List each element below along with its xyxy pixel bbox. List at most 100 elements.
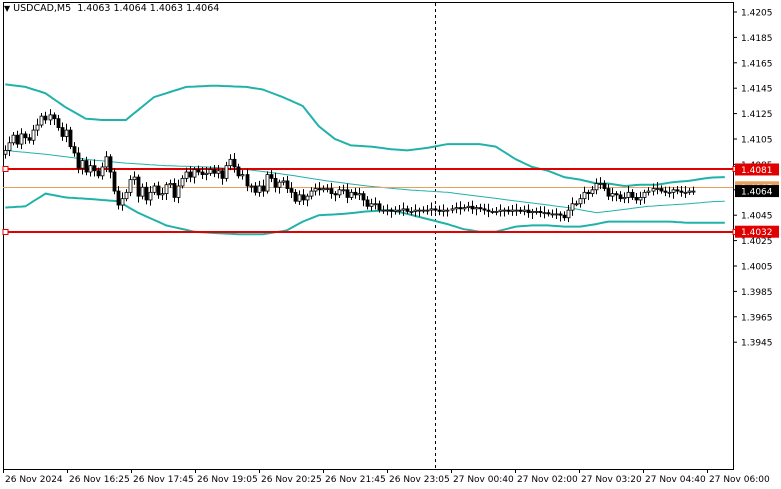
candle[interactable] [494, 210, 499, 213]
candle[interactable] [417, 209, 422, 212]
candle[interactable] [184, 171, 189, 179]
candle[interactable] [240, 174, 245, 177]
triangle-down-icon[interactable]: ▼ [4, 4, 11, 13]
candle[interactable] [458, 207, 463, 210]
candle[interactable] [68, 129, 73, 148]
candle[interactable] [48, 114, 53, 121]
candle[interactable] [450, 208, 455, 211]
candle[interactable] [534, 210, 539, 213]
candle[interactable] [651, 188, 656, 192]
candle[interactable] [530, 210, 535, 214]
candle[interactable] [369, 203, 374, 207]
candle[interactable] [176, 185, 181, 198]
candle[interactable] [393, 209, 398, 212]
candle[interactable] [108, 156, 113, 173]
candle[interactable] [502, 209, 507, 212]
candle[interactable] [96, 170, 101, 177]
candle[interactable] [128, 179, 133, 193]
candle[interactable] [120, 198, 125, 206]
candle[interactable] [92, 165, 97, 172]
candle[interactable] [478, 207, 483, 210]
candle[interactable] [321, 188, 326, 191]
candle[interactable] [208, 169, 213, 174]
candle[interactable] [84, 160, 89, 173]
candle[interactable] [385, 209, 390, 212]
candle[interactable] [381, 209, 386, 212]
candle[interactable] [35, 124, 40, 131]
candle[interactable] [518, 209, 523, 212]
candle[interactable] [642, 191, 647, 198]
candle[interactable] [293, 191, 298, 202]
candle[interactable] [655, 188, 660, 190]
candle[interactable] [200, 171, 205, 175]
candle[interactable] [249, 185, 254, 188]
candle[interactable] [470, 205, 475, 210]
candle[interactable] [216, 170, 221, 174]
candle[interactable] [180, 177, 185, 187]
candles[interactable] [3, 109, 696, 223]
candle[interactable] [466, 205, 471, 208]
candle[interactable] [671, 189, 676, 193]
candle[interactable] [373, 203, 378, 206]
candle[interactable] [578, 198, 583, 205]
candle[interactable] [19, 133, 24, 145]
candle[interactable] [305, 195, 310, 201]
candle[interactable] [659, 188, 664, 192]
candle[interactable] [329, 188, 334, 195]
candle[interactable] [100, 166, 105, 177]
candle[interactable] [289, 188, 294, 193]
candle[interactable] [634, 197, 639, 201]
candle[interactable] [413, 209, 418, 212]
level-anchor-handle[interactable] [2, 166, 9, 172]
candle[interactable] [15, 134, 20, 145]
candle[interactable] [23, 133, 28, 139]
candle[interactable] [228, 158, 233, 167]
candle[interactable] [462, 207, 467, 210]
candle[interactable] [253, 185, 258, 193]
candle[interactable] [454, 207, 459, 210]
candle[interactable] [232, 158, 237, 168]
candle[interactable] [542, 212, 547, 215]
candle[interactable] [333, 193, 338, 196]
candle[interactable] [144, 186, 149, 201]
candle[interactable] [27, 137, 32, 141]
candle[interactable] [401, 208, 406, 211]
candle[interactable] [7, 142, 12, 151]
candle[interactable] [421, 209, 426, 212]
candle[interactable] [341, 189, 346, 192]
candle[interactable] [409, 210, 414, 213]
candle[interactable] [337, 189, 342, 196]
candle[interactable] [405, 208, 410, 212]
candle[interactable] [43, 115, 48, 121]
candle[interactable] [265, 174, 270, 192]
candle[interactable] [80, 160, 85, 169]
level-anchor-handle[interactable] [2, 229, 9, 235]
candle[interactable] [663, 190, 668, 193]
candle[interactable] [679, 190, 684, 193]
candle[interactable] [610, 193, 615, 197]
candle[interactable] [224, 165, 229, 179]
candle[interactable] [646, 190, 651, 193]
candle[interactable] [598, 183, 603, 185]
price-axis[interactable]: 1.4205 1.4185 1.4165 1.4145 1.4125 1.4105 1.40… [733, 9, 773, 349]
candle[interactable] [638, 197, 643, 201]
candle[interactable] [554, 213, 559, 216]
candle[interactable] [72, 146, 77, 154]
candle[interactable] [566, 209, 571, 219]
candle[interactable] [52, 114, 57, 120]
candle[interactable] [510, 209, 515, 212]
candle[interactable] [526, 209, 531, 214]
candle[interactable] [285, 180, 290, 189]
candle[interactable] [353, 191, 358, 196]
candle[interactable] [64, 129, 69, 137]
candle[interactable] [590, 189, 595, 195]
candle[interactable] [152, 185, 157, 193]
candle[interactable] [345, 189, 350, 198]
candle[interactable] [277, 181, 282, 188]
candle[interactable] [506, 209, 511, 212]
candle[interactable] [361, 193, 366, 201]
candle[interactable] [281, 180, 286, 183]
candle[interactable] [172, 183, 177, 198]
candle[interactable] [389, 209, 394, 212]
